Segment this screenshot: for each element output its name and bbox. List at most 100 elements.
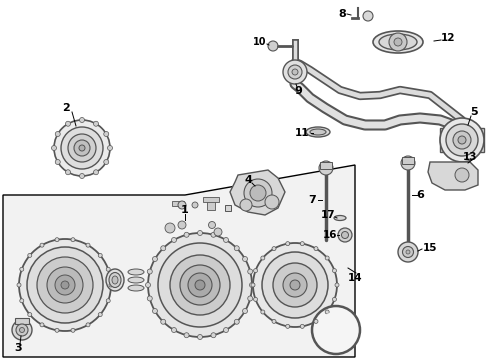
Circle shape — [283, 60, 307, 84]
Circle shape — [240, 199, 252, 211]
Circle shape — [74, 140, 90, 156]
Bar — [440, 128, 484, 152]
Circle shape — [261, 310, 265, 314]
Circle shape — [406, 250, 410, 254]
Bar — [402, 157, 414, 164]
Circle shape — [172, 238, 176, 243]
Circle shape — [19, 239, 111, 331]
Circle shape — [55, 131, 60, 136]
Circle shape — [12, 320, 32, 340]
Circle shape — [440, 118, 484, 162]
Text: 8: 8 — [338, 9, 346, 19]
Text: 12: 12 — [441, 33, 455, 43]
Circle shape — [325, 310, 329, 314]
Circle shape — [61, 281, 69, 289]
Circle shape — [172, 328, 176, 333]
Circle shape — [197, 230, 202, 235]
Text: 16: 16 — [323, 230, 337, 240]
Text: 15: 15 — [423, 243, 437, 253]
Circle shape — [197, 334, 202, 339]
Circle shape — [71, 328, 75, 332]
Bar — [203, 197, 219, 202]
Circle shape — [107, 145, 113, 150]
Circle shape — [319, 161, 333, 175]
Ellipse shape — [112, 276, 118, 284]
Bar — [225, 205, 231, 211]
Circle shape — [55, 328, 59, 332]
Text: 1: 1 — [181, 205, 189, 215]
Circle shape — [86, 323, 90, 327]
Circle shape — [109, 283, 113, 287]
Text: 3: 3 — [14, 343, 22, 353]
Bar — [207, 198, 215, 210]
Ellipse shape — [106, 269, 124, 291]
Ellipse shape — [373, 31, 423, 53]
Circle shape — [40, 243, 44, 247]
Circle shape — [161, 319, 166, 324]
Circle shape — [292, 69, 298, 75]
Circle shape — [325, 256, 329, 260]
Circle shape — [335, 283, 339, 287]
Circle shape — [248, 296, 253, 301]
Circle shape — [61, 127, 103, 169]
Circle shape — [253, 269, 258, 273]
Circle shape — [262, 252, 328, 318]
Circle shape — [86, 243, 90, 247]
Circle shape — [211, 232, 216, 237]
Circle shape — [286, 242, 290, 246]
Ellipse shape — [334, 216, 346, 220]
Circle shape — [333, 269, 337, 273]
Circle shape — [98, 312, 102, 316]
Circle shape — [98, 253, 102, 257]
Circle shape — [314, 319, 318, 323]
Circle shape — [20, 267, 24, 271]
Circle shape — [147, 296, 152, 301]
Polygon shape — [3, 165, 355, 357]
Circle shape — [66, 170, 71, 175]
Circle shape — [455, 168, 469, 182]
Text: 5: 5 — [470, 107, 478, 117]
Ellipse shape — [310, 129, 326, 135]
Circle shape — [152, 309, 157, 314]
Circle shape — [211, 333, 216, 338]
Circle shape — [178, 221, 186, 229]
Circle shape — [17, 283, 21, 287]
Circle shape — [261, 256, 265, 260]
Ellipse shape — [306, 127, 330, 137]
Circle shape — [192, 202, 198, 208]
Circle shape — [79, 117, 84, 122]
Circle shape — [265, 195, 279, 209]
Circle shape — [389, 33, 407, 51]
Circle shape — [453, 131, 471, 149]
Circle shape — [184, 333, 189, 338]
Circle shape — [184, 232, 189, 237]
Circle shape — [273, 263, 317, 307]
Ellipse shape — [128, 277, 144, 283]
Circle shape — [37, 257, 93, 313]
Text: 6: 6 — [416, 190, 424, 200]
Text: 11: 11 — [295, 128, 309, 138]
Circle shape — [152, 256, 157, 261]
Circle shape — [106, 299, 110, 303]
Circle shape — [283, 273, 307, 297]
Circle shape — [28, 253, 32, 257]
Circle shape — [51, 145, 56, 150]
Circle shape — [214, 228, 222, 236]
Circle shape — [244, 179, 272, 207]
Bar — [172, 201, 184, 206]
Circle shape — [272, 319, 276, 323]
Text: 13: 13 — [463, 152, 477, 162]
Circle shape — [146, 283, 150, 288]
Circle shape — [318, 312, 354, 348]
Ellipse shape — [379, 34, 417, 50]
Circle shape — [333, 297, 337, 301]
Circle shape — [398, 242, 418, 262]
Circle shape — [178, 201, 186, 209]
Circle shape — [268, 41, 278, 51]
Ellipse shape — [128, 285, 144, 291]
Circle shape — [27, 247, 103, 323]
Circle shape — [195, 280, 205, 290]
Circle shape — [148, 233, 252, 337]
Circle shape — [248, 269, 253, 274]
Circle shape — [234, 246, 239, 251]
